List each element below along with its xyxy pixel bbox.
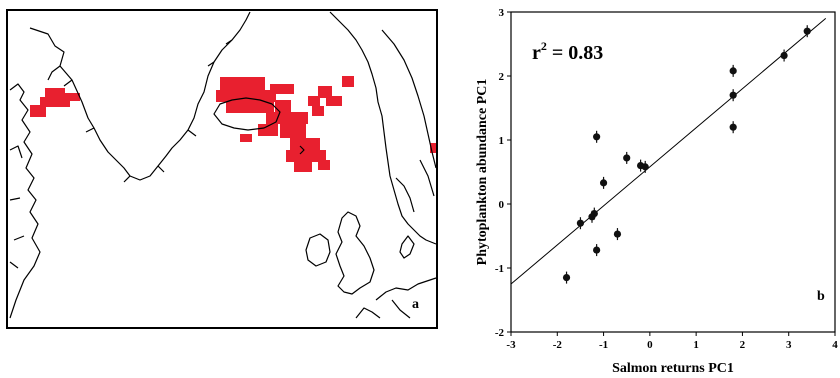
y-tick-label: -1 [495,263,504,275]
y-tick-label: 0 [499,199,505,211]
y-tick-layer: -2 -1 0 1 2 3 [495,7,511,339]
map-highlight-cells [30,76,436,172]
fit-line-layer [510,18,827,285]
x-axis-title: Salmon returns PC1 [612,361,734,376]
x-tick-label: -2 [553,339,563,351]
x-tick-label: 1 [693,339,699,351]
x-tick-label: -3 [506,339,516,351]
y-tick-label: 3 [499,7,505,19]
points-layer [562,25,811,284]
r-squared-annotation: r2 = 0.83 [532,39,603,64]
x-tick-label: 0 [647,339,653,351]
x-tick-label: 3 [786,339,792,351]
britain-coast [335,211,375,295]
map-coastlines [9,11,437,319]
x-tick-label: -1 [599,339,608,351]
y-tick-label: 2 [499,71,505,83]
y-axis-title: Phytoplankton abundance PC1 [475,79,490,266]
x-tick-layer: -3 -2 -1 0 1 2 3 4 [506,332,838,351]
europe-coast [375,277,437,301]
iceland-coast [213,97,281,131]
y-tick-label: 1 [499,135,505,147]
scatter-panel-label: b [817,289,825,304]
x-tick-label: 4 [832,339,838,351]
ireland-coast [305,233,331,267]
map-frame [6,9,438,329]
map-panel: a [6,9,438,329]
x-tick-label: 2 [740,339,746,351]
canada-coast [9,83,41,319]
scandinavia-coast [329,11,437,245]
map-panel-label: a [412,297,419,312]
regression-line [510,18,827,285]
y-tick-label: -2 [495,327,505,339]
